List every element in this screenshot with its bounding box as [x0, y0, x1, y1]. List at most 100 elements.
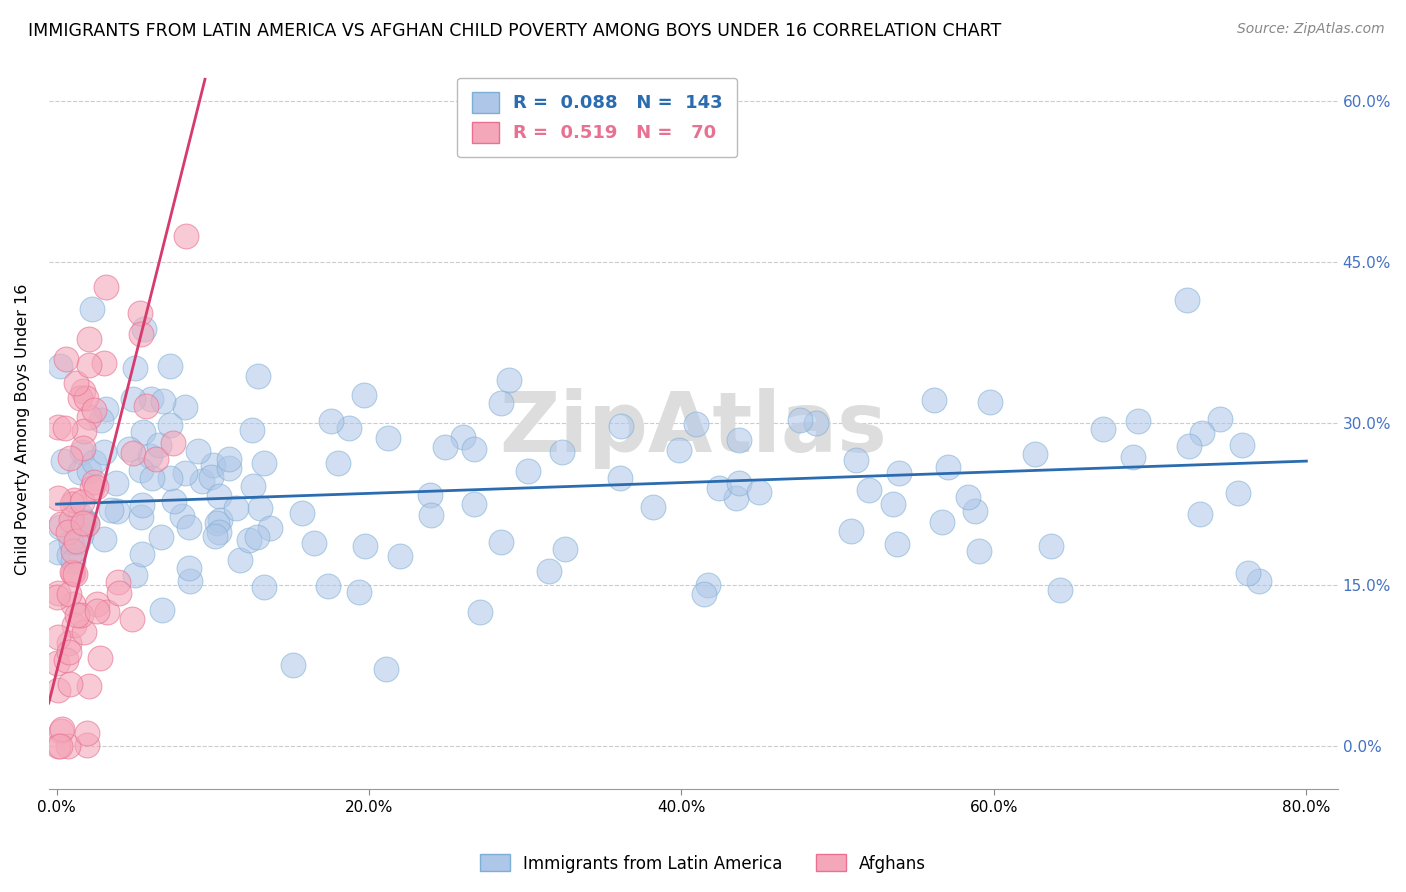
Point — [963, 504, 986, 518]
Point — [152, 394, 174, 409]
Point — [174, 401, 197, 415]
Point — [49, 516, 72, 531]
Point — [707, 481, 730, 495]
Point — [187, 444, 209, 458]
Point — [249, 501, 271, 516]
Point — [49, 724, 72, 739]
Point — [45, 590, 67, 604]
Point — [75, 514, 97, 528]
Point — [150, 530, 173, 544]
Point — [62, 618, 84, 632]
Point — [132, 425, 155, 440]
Point — [337, 421, 360, 435]
Point — [121, 445, 143, 459]
Point — [353, 388, 375, 402]
Point — [208, 489, 231, 503]
Point — [1188, 507, 1211, 521]
Point — [1236, 566, 1258, 580]
Point — [1209, 411, 1232, 425]
Point — [77, 358, 100, 372]
Point — [89, 651, 111, 665]
Point — [1226, 486, 1249, 500]
Point — [55, 351, 77, 366]
Point — [246, 530, 269, 544]
Point — [858, 483, 880, 497]
Point — [491, 534, 513, 549]
Point — [69, 391, 91, 405]
Point — [316, 578, 339, 592]
Point — [148, 438, 170, 452]
Point — [141, 392, 163, 406]
Point — [46, 586, 69, 600]
Point — [84, 479, 107, 493]
Legend: Immigrants from Latin America, Afghans: Immigrants from Latin America, Afghans — [474, 847, 932, 880]
Point — [748, 484, 770, 499]
Point — [1049, 583, 1071, 598]
Point — [163, 493, 186, 508]
Point — [468, 605, 491, 619]
Point — [105, 504, 128, 518]
Point — [886, 537, 908, 551]
Point — [134, 322, 156, 336]
Point — [135, 400, 157, 414]
Point — [551, 445, 574, 459]
Point — [353, 540, 375, 554]
Point — [517, 464, 540, 478]
Point — [79, 679, 101, 693]
Point — [1024, 447, 1046, 461]
Point — [1175, 293, 1198, 307]
Point — [90, 412, 112, 426]
Point — [72, 384, 94, 398]
Point — [931, 515, 953, 529]
Point — [62, 597, 84, 611]
Point — [86, 604, 108, 618]
Point — [76, 517, 98, 532]
Point — [128, 306, 150, 320]
Point — [1249, 574, 1271, 588]
Point — [77, 409, 100, 424]
Point — [80, 301, 103, 316]
Point — [693, 587, 716, 601]
Point — [100, 502, 122, 516]
Point — [65, 533, 87, 548]
Point — [150, 603, 173, 617]
Point — [389, 549, 412, 564]
Point — [59, 513, 82, 527]
Point — [228, 553, 250, 567]
Point — [554, 542, 576, 557]
Point — [77, 332, 100, 346]
Point — [139, 450, 162, 464]
Point — [86, 597, 108, 611]
Point — [498, 373, 520, 387]
Point — [177, 561, 200, 575]
Point — [69, 465, 91, 479]
Point — [724, 491, 747, 505]
Point — [58, 644, 80, 658]
Point — [104, 476, 127, 491]
Point — [65, 376, 87, 390]
Point — [46, 739, 69, 753]
Point — [96, 605, 118, 619]
Point — [610, 418, 633, 433]
Point — [108, 586, 131, 600]
Point — [1191, 425, 1213, 440]
Point — [73, 624, 96, 639]
Point — [48, 520, 70, 534]
Point — [177, 519, 200, 533]
Point — [1039, 539, 1062, 553]
Point — [922, 393, 945, 408]
Point — [162, 436, 184, 450]
Point — [65, 567, 87, 582]
Point — [685, 417, 707, 431]
Point — [1178, 439, 1201, 453]
Point — [62, 544, 84, 558]
Point — [159, 359, 181, 373]
Point — [107, 575, 129, 590]
Point — [240, 423, 263, 437]
Text: IMMIGRANTS FROM LATIN AMERICA VS AFGHAN CHILD POVERTY AMONG BOYS UNDER 16 CORREL: IMMIGRANTS FROM LATIN AMERICA VS AFGHAN … — [28, 22, 1001, 40]
Point — [70, 445, 93, 459]
Point — [59, 677, 82, 691]
Point — [1091, 422, 1114, 436]
Point — [1122, 450, 1144, 465]
Point — [93, 445, 115, 459]
